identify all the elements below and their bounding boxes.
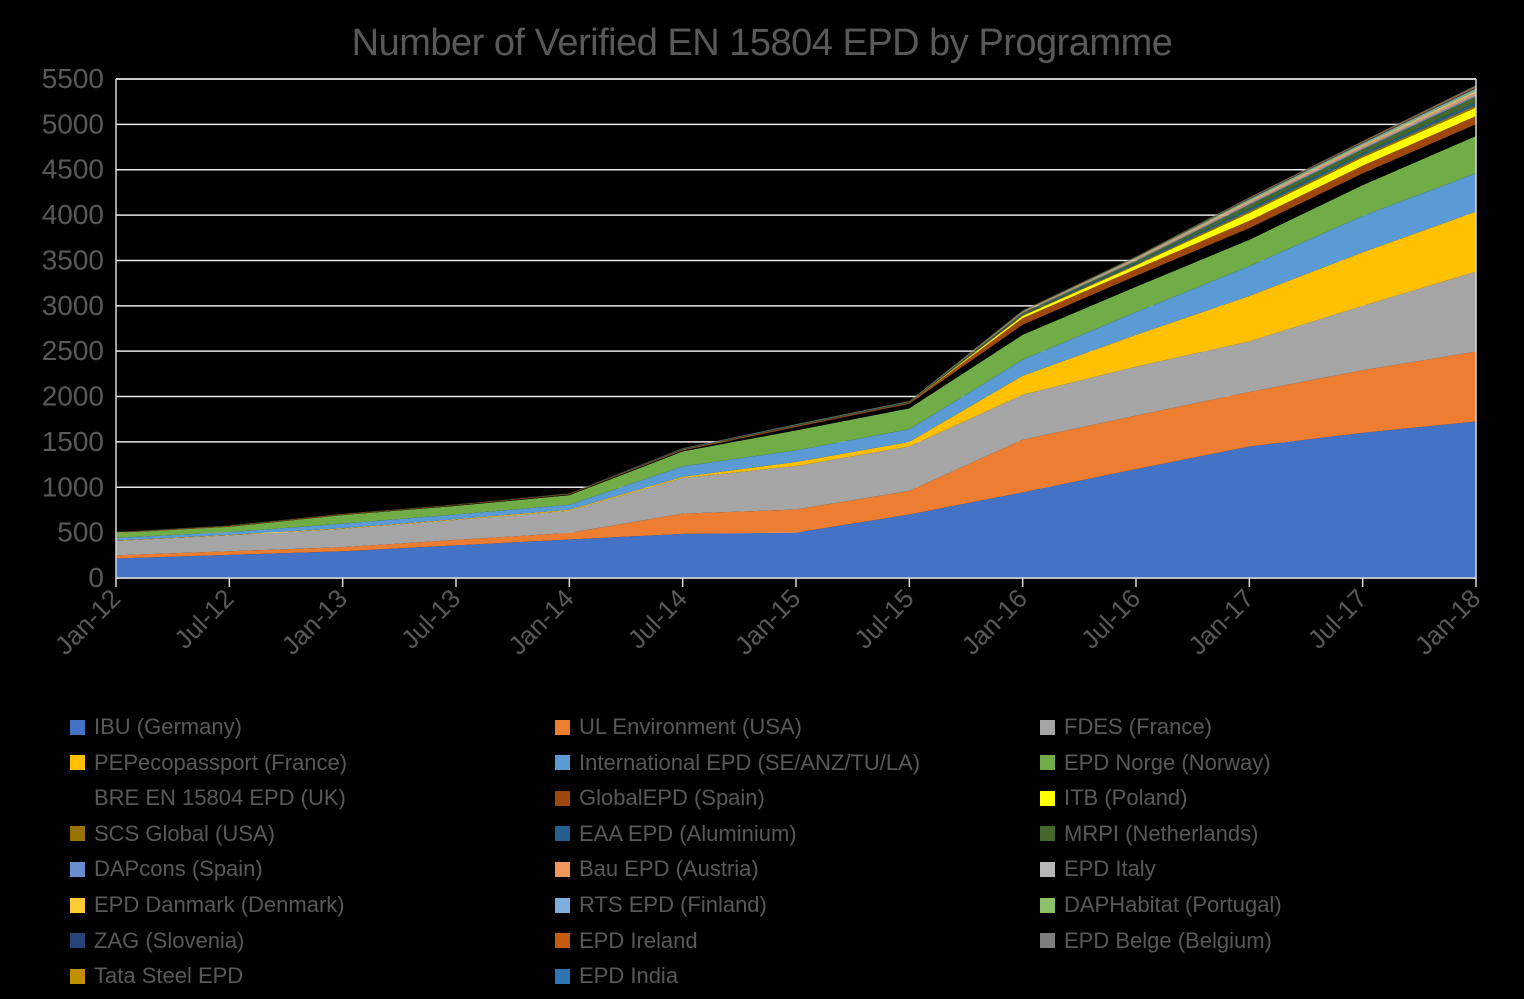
y-label-4000: 4000 <box>42 199 104 230</box>
y-label-1000: 1000 <box>42 471 104 502</box>
x-label-jul-17: Jul-17 <box>1302 583 1373 654</box>
x-label-jul-12: Jul-12 <box>168 583 239 654</box>
y-label-4500: 4500 <box>42 154 104 185</box>
y-label-2000: 2000 <box>42 381 104 412</box>
x-label-jan-18: Jan-18 <box>1409 583 1486 660</box>
x-label-jul-13: Jul-13 <box>395 583 466 654</box>
series-area-ul-environment-usa <box>116 351 1476 559</box>
y-label-3000: 3000 <box>42 290 104 321</box>
series-area-fdes-france <box>116 271 1476 556</box>
x-label-jan-12: Jan-12 <box>49 583 126 660</box>
x-label-jan-16: Jan-16 <box>955 583 1032 660</box>
x-label-jan-13: Jan-13 <box>275 583 352 660</box>
x-label-jul-15: Jul-15 <box>848 583 919 654</box>
x-label-jan-15: Jan-15 <box>729 583 806 660</box>
y-label-500: 500 <box>57 517 104 548</box>
x-label-jan-14: Jan-14 <box>502 583 579 660</box>
y-label-0: 0 <box>88 562 104 593</box>
y-label-2500: 2500 <box>42 335 104 366</box>
series-area-ibu-germany <box>116 421 1476 578</box>
y-label-5000: 5000 <box>42 108 104 139</box>
x-label-jan-17: Jan-17 <box>1182 583 1259 660</box>
x-label-jul-14: Jul-14 <box>622 583 693 654</box>
chart-title: Number of Verified EN 15804 EPD by Progr… <box>351 22 1173 64</box>
y-label-1500: 1500 <box>42 426 104 457</box>
y-label-5500: 5500 <box>42 63 104 94</box>
y-label-3500: 3500 <box>42 244 104 275</box>
x-label-jul-16: Jul-16 <box>1075 583 1146 654</box>
